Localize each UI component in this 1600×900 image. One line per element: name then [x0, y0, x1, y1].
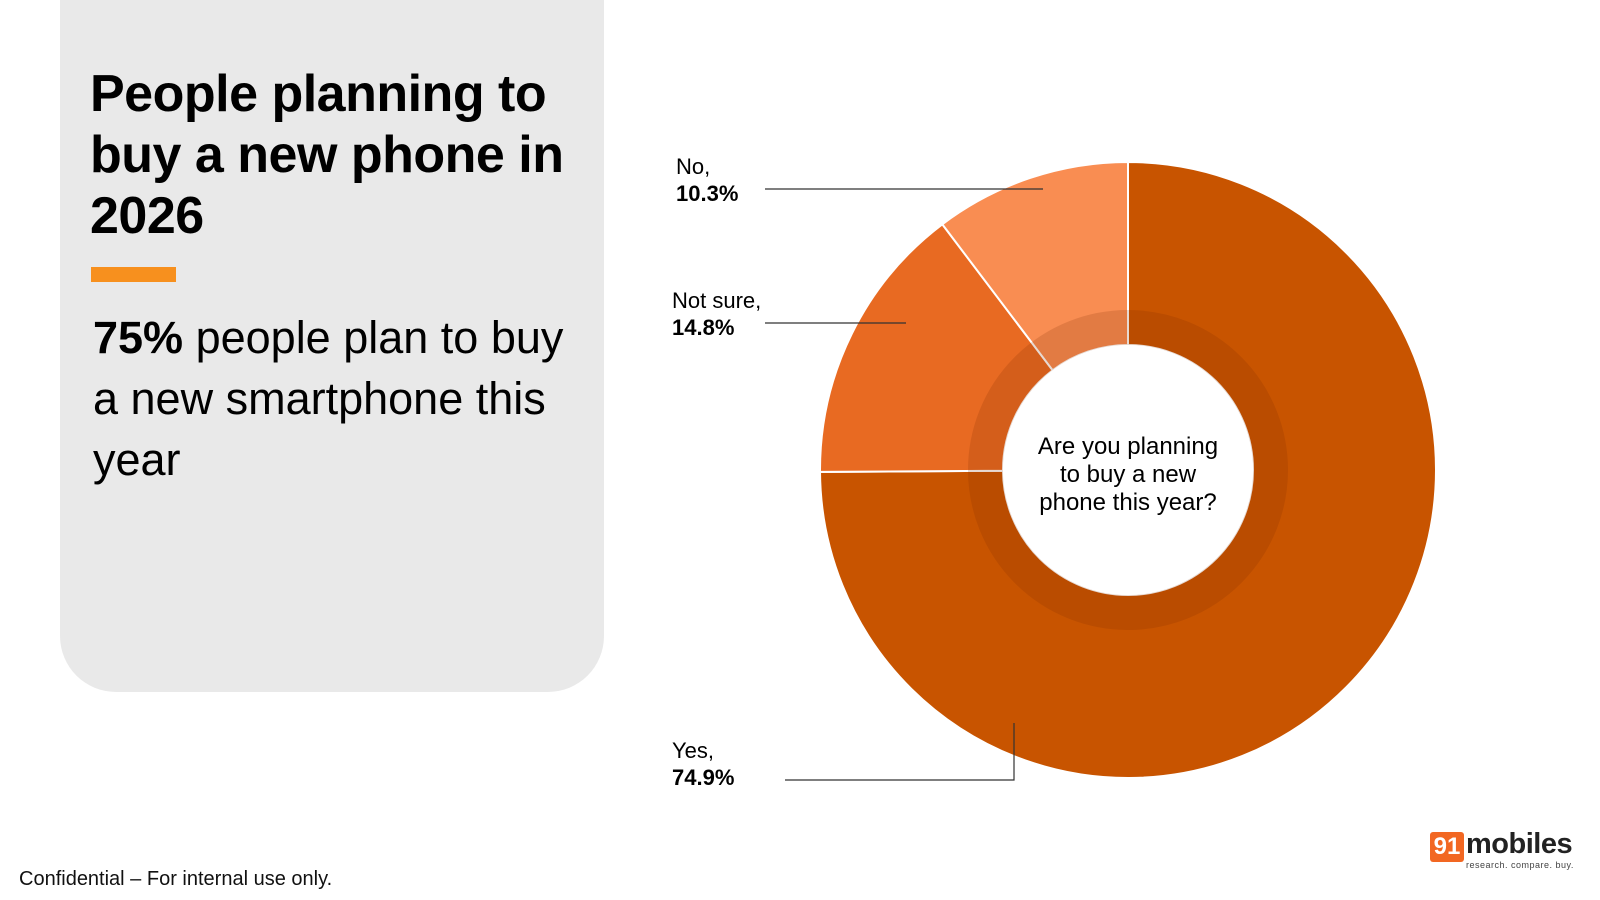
slice-label-not-sure: Not sure,	[672, 288, 761, 313]
slice-label-no: No,	[676, 154, 710, 179]
donut-hole	[1003, 345, 1253, 595]
subtitle-text: people plan to buy a new smartphone this…	[93, 312, 564, 485]
accent-bar	[91, 267, 176, 282]
center-question-line: phone this year?	[1039, 489, 1216, 516]
slice-value-no: 10.3%	[676, 181, 738, 206]
page-subtitle: 75% people plan to buy a new smartphone …	[93, 307, 593, 490]
leader-line-yes	[785, 723, 1015, 781]
page-title: People planning to buy a new phone in 20…	[90, 65, 564, 245]
headline-panel	[60, 0, 604, 692]
donut-inner-band	[968, 310, 1288, 630]
confidential-note: Confidential – For internal use only.	[19, 868, 333, 890]
subtitle-highlight: 75%	[93, 312, 184, 363]
slice-value-not-sure: 14.8%	[672, 315, 734, 340]
slice-value-yes: 74.9%	[672, 765, 734, 790]
center-question-line: to buy a new	[1060, 461, 1197, 488]
center-question-line: Are you planning	[1038, 433, 1218, 460]
slice-label-yes: Yes,	[672, 738, 714, 763]
logo-wordmark: mobiles	[1466, 828, 1573, 860]
logo-badge: 91	[1430, 832, 1464, 862]
center-question: Are you planning to buy a new phone this y…	[1038, 433, 1218, 516]
logo-tagline: research. compare. buy.	[1466, 860, 1574, 870]
brand-logo: 91 mobiles research. compare. buy.	[1430, 828, 1580, 872]
